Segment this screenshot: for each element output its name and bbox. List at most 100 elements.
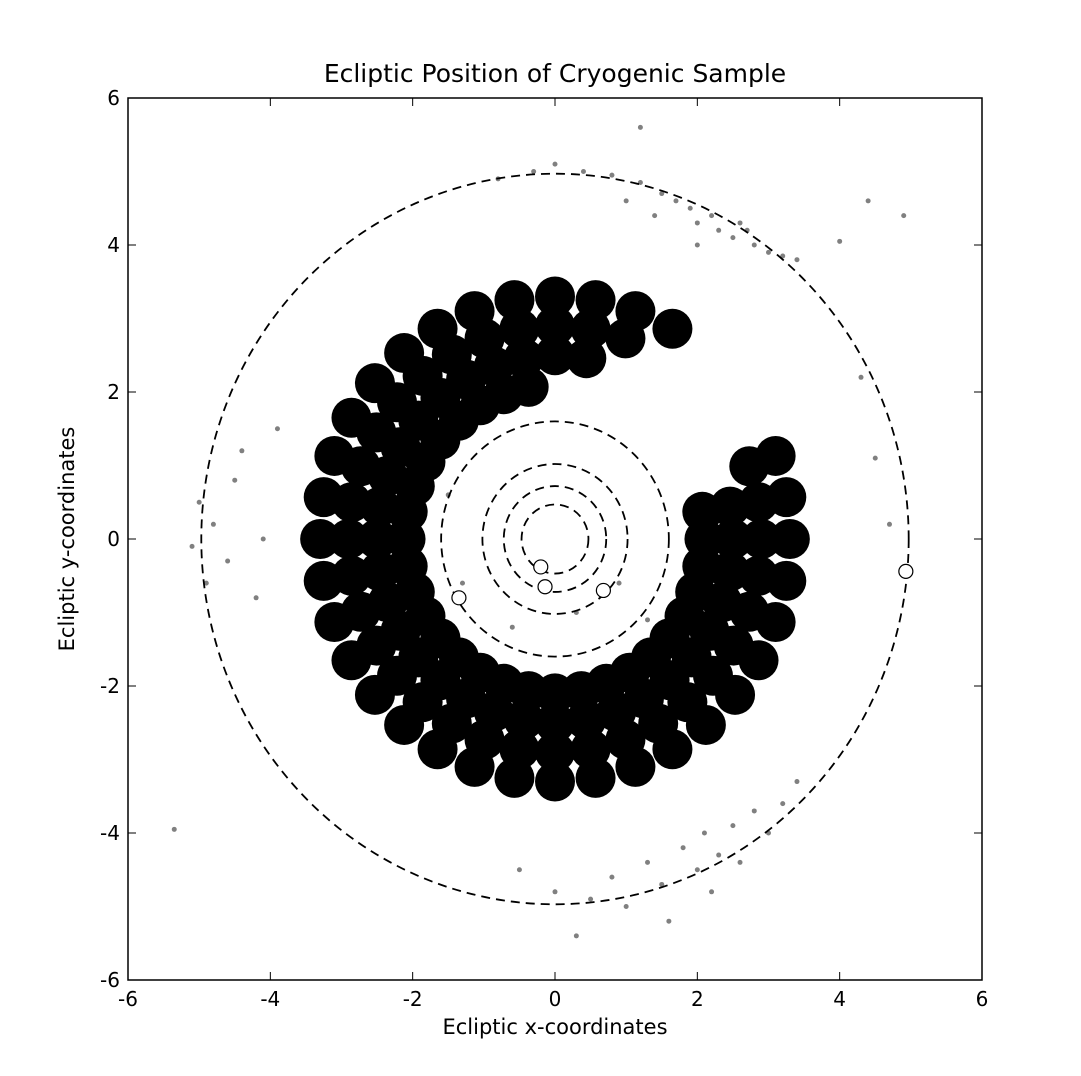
point — [354, 674, 395, 715]
point — [531, 169, 537, 174]
point — [509, 624, 515, 630]
point — [575, 757, 616, 798]
point — [314, 435, 355, 476]
x-tick-label: 0 — [549, 987, 562, 1011]
point — [858, 374, 864, 380]
point — [872, 455, 878, 461]
x-tick-label: 6 — [976, 987, 989, 1011]
point — [454, 291, 495, 332]
point — [609, 874, 615, 880]
point — [694, 242, 700, 248]
orbit — [520, 503, 590, 575]
point — [615, 746, 656, 787]
point — [417, 308, 458, 349]
point — [694, 867, 700, 873]
point — [384, 333, 425, 374]
point — [673, 198, 679, 204]
point — [652, 308, 693, 349]
point — [580, 169, 586, 174]
point — [901, 213, 907, 219]
point — [716, 852, 722, 858]
point — [755, 602, 796, 643]
point — [253, 595, 259, 601]
point — [680, 845, 686, 851]
point — [751, 242, 757, 248]
point — [552, 161, 558, 167]
point — [535, 305, 575, 346]
plot-area — [171, 124, 914, 939]
point — [552, 889, 558, 895]
point — [637, 124, 643, 130]
point — [189, 543, 195, 549]
point — [616, 580, 622, 586]
y-tick-label: 4 — [107, 233, 120, 257]
point — [794, 779, 800, 785]
y-tick-label: 2 — [107, 380, 120, 404]
y-tick-label: -6 — [100, 968, 120, 992]
orbit — [481, 463, 629, 615]
point — [837, 238, 843, 244]
point — [274, 426, 280, 432]
point — [666, 918, 672, 924]
point — [766, 249, 771, 255]
point — [454, 746, 495, 787]
point — [609, 172, 615, 178]
point — [766, 477, 807, 518]
point — [210, 521, 216, 527]
point — [659, 881, 665, 887]
x-tick-label: -6 — [118, 987, 138, 1011]
point — [659, 191, 665, 197]
point — [239, 448, 245, 454]
point — [516, 867, 522, 873]
orbit — [200, 172, 910, 906]
x-tick-label: 4 — [833, 987, 846, 1011]
point — [535, 702, 575, 743]
y-tick-label: -2 — [100, 674, 120, 698]
point — [766, 560, 807, 601]
point — [357, 519, 398, 559]
point — [716, 227, 722, 233]
point — [303, 477, 344, 518]
point — [709, 889, 715, 895]
point — [730, 823, 736, 829]
y-tick-label: 0 — [107, 527, 120, 551]
point — [494, 757, 535, 798]
point — [715, 674, 756, 715]
point — [623, 904, 629, 909]
point — [328, 519, 369, 559]
point — [737, 859, 743, 865]
axes-frame — [127, 97, 983, 981]
point — [886, 521, 892, 527]
x-tick-label: -4 — [260, 987, 280, 1011]
point — [623, 198, 629, 204]
point — [566, 338, 607, 379]
point — [755, 435, 796, 476]
point — [865, 198, 871, 204]
point — [331, 397, 372, 438]
point — [615, 291, 656, 332]
point — [595, 582, 611, 599]
point — [769, 519, 810, 559]
point — [535, 761, 575, 802]
point — [573, 933, 579, 939]
y-tick-label: -4 — [100, 821, 120, 845]
point — [738, 640, 779, 681]
point — [459, 580, 465, 586]
point — [535, 732, 575, 773]
point — [794, 257, 800, 263]
point — [225, 558, 231, 564]
point — [300, 519, 341, 559]
point — [203, 580, 209, 586]
point — [652, 213, 658, 219]
point — [588, 896, 594, 902]
point — [687, 205, 693, 211]
orbit — [502, 485, 608, 593]
point — [694, 220, 700, 226]
point — [741, 519, 782, 559]
y-axis-label: Ecliptic y-coordinates — [55, 427, 79, 652]
x-tick-label: -2 — [403, 987, 423, 1011]
point — [384, 704, 425, 745]
point — [503, 699, 544, 740]
point — [780, 801, 786, 807]
